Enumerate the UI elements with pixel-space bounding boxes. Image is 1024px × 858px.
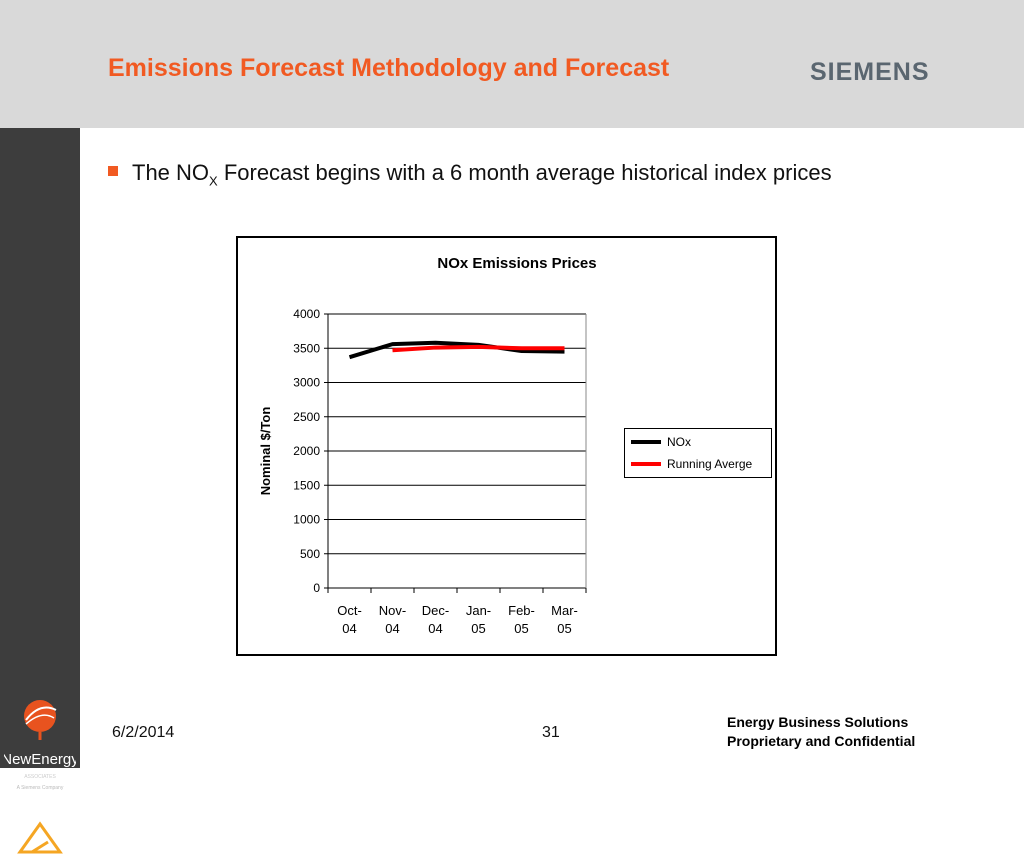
triangle-logo-icon bbox=[17, 821, 63, 854]
bullet-square-icon bbox=[108, 166, 118, 177]
bullet-subscript: X bbox=[209, 173, 218, 189]
y-tick-label: 500 bbox=[300, 547, 320, 561]
siemens-logo: SIEMENS bbox=[810, 58, 930, 86]
y-tick-label: 1500 bbox=[293, 478, 320, 492]
page-number: 31 bbox=[542, 724, 560, 741]
footer-line-1: Energy Business Solutions bbox=[727, 714, 909, 730]
series-line-nox bbox=[348, 340, 565, 360]
x-tick-label: Nov- bbox=[379, 603, 406, 618]
logo-sub-text: ASSOCIATES bbox=[24, 774, 56, 780]
x-tick-label: Dec- bbox=[422, 603, 449, 618]
x-tick-label: Oct- bbox=[337, 603, 362, 618]
legend-swatch-running-average bbox=[631, 462, 661, 466]
x-tick-label: Mar- bbox=[551, 603, 578, 618]
chart-title: NOx Emissions Prices bbox=[437, 255, 596, 272]
y-tick-label: 3000 bbox=[293, 376, 320, 390]
footer-confidentiality: Energy Business Solutions Proprietary an… bbox=[727, 713, 915, 751]
x-tick-label: Feb- bbox=[508, 603, 535, 618]
x-tick-label: Jan- bbox=[466, 603, 491, 618]
bullet-text-end: Forecast begins with a 6 month average h… bbox=[217, 160, 832, 185]
legend-item-nox: NOx bbox=[631, 435, 691, 449]
slide-title: Emissions Forecast Methodology and Forec… bbox=[108, 54, 670, 82]
y-tick-label: 1000 bbox=[293, 513, 320, 527]
legend-item-running-average: Running Averge bbox=[631, 457, 752, 471]
y-tick-label: 4000 bbox=[293, 307, 320, 321]
y-tick-label: 3500 bbox=[293, 341, 320, 355]
y-tick-label: 2000 bbox=[293, 444, 320, 458]
legend-label-running-average: Running Averge bbox=[667, 457, 753, 471]
x-tick-label: 04 bbox=[428, 621, 442, 636]
x-tick-label: 05 bbox=[471, 621, 485, 636]
y-tick-label: 2500 bbox=[293, 410, 320, 424]
logo-name-text: NewEnergy bbox=[4, 751, 76, 768]
newenergy-logo: NewEnergy ASSOCIATES A Siemens Company bbox=[4, 700, 76, 791]
logo-tag-text: A Siemens Company bbox=[17, 785, 64, 791]
legend-label-nox: NOx bbox=[667, 435, 691, 449]
sidebar: NewEnergy ASSOCIATES A Siemens Company bbox=[0, 128, 80, 854]
footer-line-2: Proprietary and Confidential bbox=[727, 733, 916, 749]
y-tick-label: 0 bbox=[313, 581, 320, 595]
x-tick-label: 04 bbox=[342, 621, 356, 636]
series-line-running-averge bbox=[392, 344, 565, 353]
bullet-item: The NOX Forecast begins with a 6 month a… bbox=[108, 160, 832, 188]
chart-legend: NOx Running Averge bbox=[624, 428, 772, 478]
x-tick-label: 04 bbox=[385, 621, 399, 636]
bullet-text-start: The NO bbox=[132, 160, 210, 185]
y-axis-label: Nominal $/Ton bbox=[258, 407, 273, 496]
chart-frame: NOx Emissions Prices 0 500 1000 1500 2000 2500… bbox=[236, 236, 777, 656]
footer-date: 6/2/2014 bbox=[112, 724, 175, 741]
x-tick-label: 05 bbox=[557, 621, 571, 636]
x-tick-label: 05 bbox=[514, 621, 528, 636]
legend-swatch-nox bbox=[631, 440, 661, 444]
nox-chart: NOx Emissions Prices 0 500 1000 1500 2000 2500… bbox=[258, 255, 597, 636]
header-bar: Emissions Forecast Methodology and Forec… bbox=[0, 0, 1024, 128]
